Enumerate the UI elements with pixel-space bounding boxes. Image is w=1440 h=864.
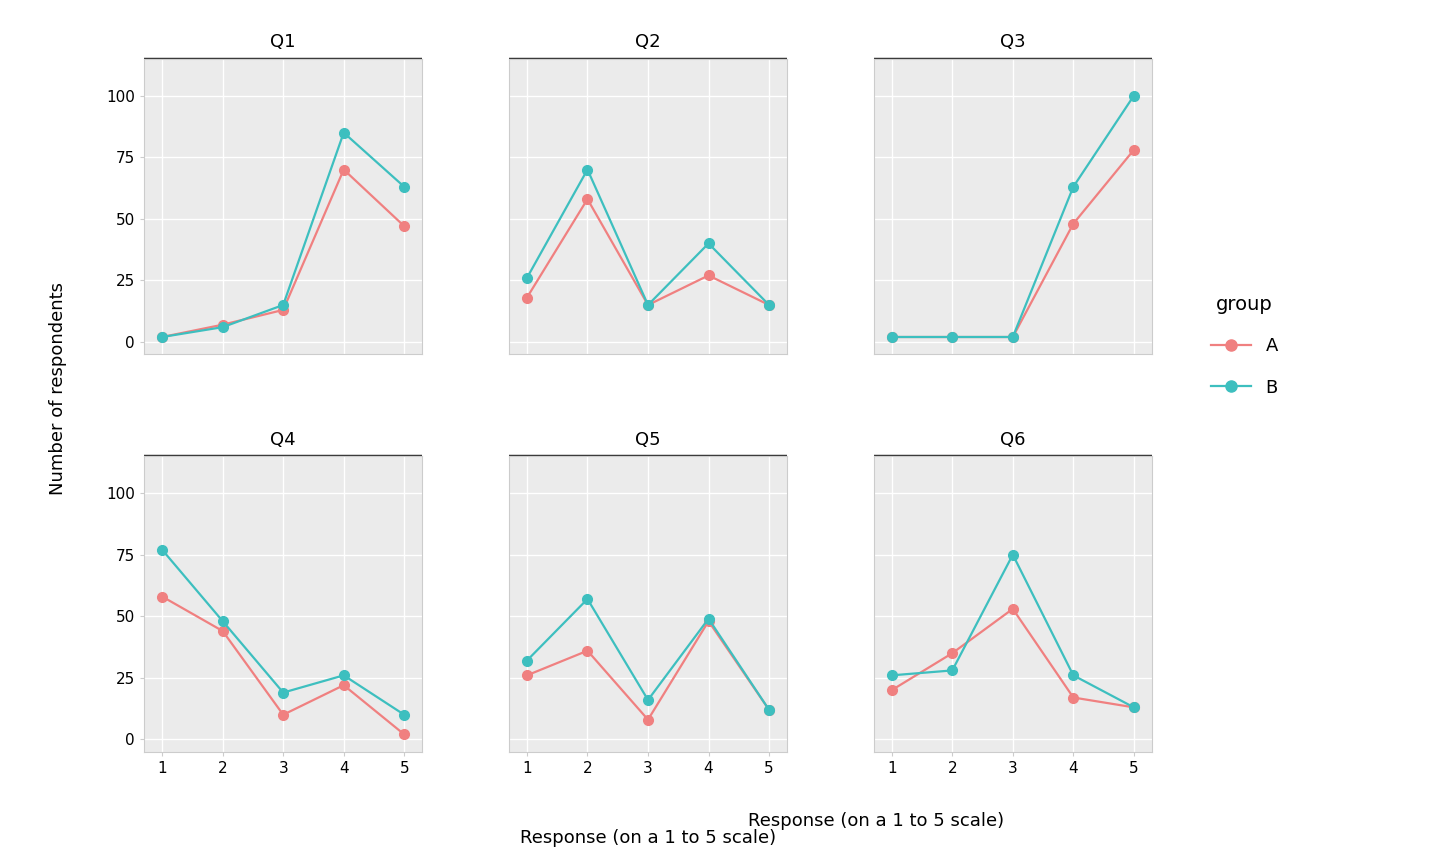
Text: Number of respondents: Number of respondents	[49, 283, 66, 495]
Text: Q4: Q4	[271, 431, 297, 448]
Text: Response (on a 1 to 5 scale): Response (on a 1 to 5 scale)	[749, 812, 1005, 830]
Legend: A, B: A, B	[1204, 288, 1286, 403]
Text: Q3: Q3	[999, 34, 1025, 51]
Text: Q1: Q1	[271, 34, 297, 51]
Text: Q5: Q5	[635, 431, 661, 448]
Text: Q6: Q6	[999, 431, 1025, 448]
Text: Response (on a 1 to 5 scale): Response (on a 1 to 5 scale)	[520, 829, 776, 847]
Text: Q2: Q2	[635, 34, 661, 51]
